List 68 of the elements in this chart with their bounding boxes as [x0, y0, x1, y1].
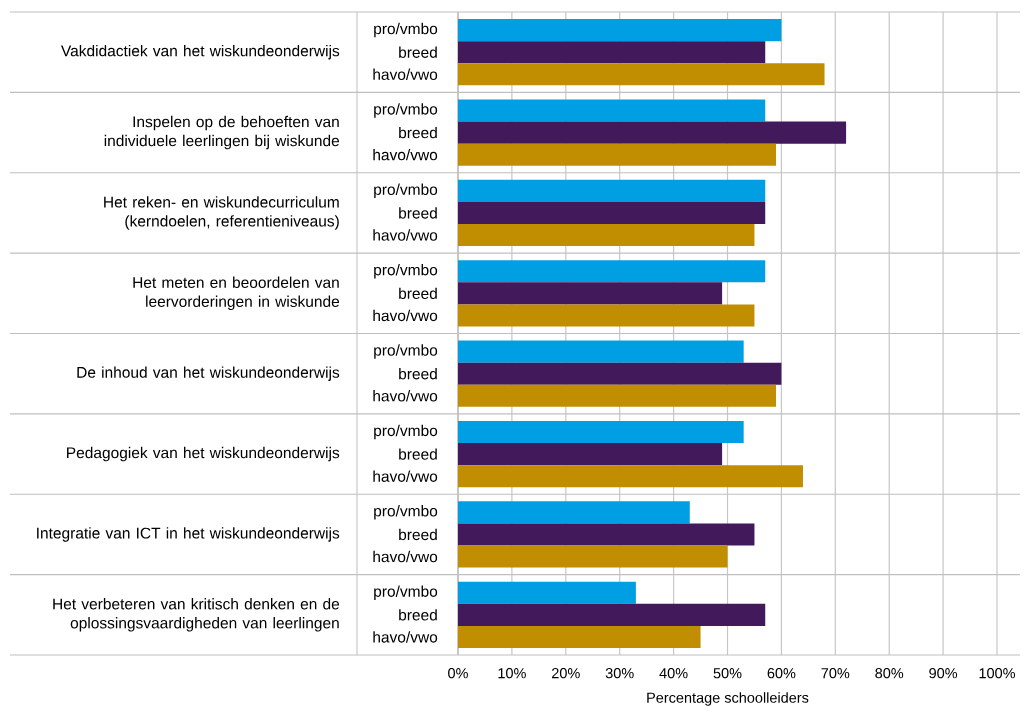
bar	[458, 420, 744, 444]
x-tick-label: 30%	[605, 668, 634, 679]
x-tick-label: 60%	[767, 668, 796, 679]
text: havo/vwo	[373, 309, 438, 322]
text: pro/vmbo	[374, 585, 438, 600]
x-tick-label: 100%	[979, 668, 1016, 679]
bar	[458, 201, 766, 224]
series-label: havo/vwo	[373, 68, 438, 80]
text: pro/vmbo	[374, 424, 438, 440]
bar	[458, 282, 723, 305]
text: havo/vwo	[373, 390, 438, 402]
series-label: breed	[399, 46, 437, 58]
text: breed	[399, 207, 437, 219]
x-tick-label: 40%	[659, 668, 688, 679]
bar	[458, 465, 803, 488]
x-tick-label: 80%	[875, 668, 904, 679]
bar	[458, 41, 766, 64]
text: breed	[399, 287, 437, 300]
text: breed	[399, 528, 437, 541]
bar	[458, 362, 782, 385]
text: breed	[399, 609, 437, 621]
bar	[458, 384, 777, 407]
text: havo/vwo	[373, 148, 438, 161]
bar	[458, 603, 766, 626]
y-tick-label: Het verbeteren van kritisch denken en de oplossingsvaardigheden van leerlingen	[53, 598, 340, 632]
bar	[458, 581, 636, 604]
bar	[458, 143, 777, 166]
text: breed	[399, 368, 437, 380]
text: havo/vwo	[373, 229, 438, 241]
x-tick-label: 20%	[552, 668, 580, 679]
bar	[458, 99, 766, 122]
x-tick-label: 70%	[821, 668, 850, 679]
bar	[458, 625, 701, 648]
y-tick-label: Inspelen op de behoeften van individuele leerlingen bij wiskunde	[104, 115, 340, 150]
y-tick-label: Het reken- en wiskundecurriculum (kerndoelen, referentieniveaus)	[104, 196, 339, 230]
text: breed	[399, 448, 437, 460]
x-tick-label: 90%	[929, 668, 958, 679]
text: pro/vmbo	[374, 264, 438, 279]
y-tick-label: Integratie van ICT in het wiskundeonderwijs	[37, 527, 340, 542]
text: pro/vmbo	[374, 103, 438, 118]
text: breed	[399, 126, 437, 139]
x-tick-label: 50%	[713, 668, 742, 679]
y-tick-label: Vakdidactiek van het wiskundeonderwijs	[61, 44, 340, 60]
bar	[458, 224, 755, 247]
bar	[458, 523, 755, 546]
bar	[458, 260, 766, 283]
text: pro/vmbo	[374, 344, 438, 359]
text: pro/vmbo	[374, 183, 438, 199]
text: havo/vwo	[373, 470, 438, 482]
text: havo/vwo	[373, 550, 438, 563]
y-tick-label: De inhoud van het wiskundeonderwijs	[77, 366, 340, 381]
x-tick-label: 10%	[498, 668, 526, 679]
text: havo/vwo	[373, 631, 438, 643]
text: pro/vmbo	[374, 505, 438, 520]
bar	[458, 304, 755, 327]
series-label: pro/vmbo	[374, 22, 438, 38]
bar	[458, 340, 744, 363]
x-tick-label: 0%	[448, 668, 468, 679]
bar	[458, 443, 723, 466]
y-tick-label: Pedagogiek van het wiskundeonderwijs	[67, 446, 340, 462]
x-axis-title: Percentage schoolleiders	[647, 692, 809, 706]
bar	[458, 545, 728, 568]
y-tick-label: Het meten en beoordelen van leervorderingen in wiskunde	[133, 276, 340, 311]
bar	[458, 179, 766, 202]
bar	[458, 63, 825, 86]
bar	[458, 121, 847, 144]
bar	[458, 501, 690, 524]
bar	[458, 19, 782, 42]
